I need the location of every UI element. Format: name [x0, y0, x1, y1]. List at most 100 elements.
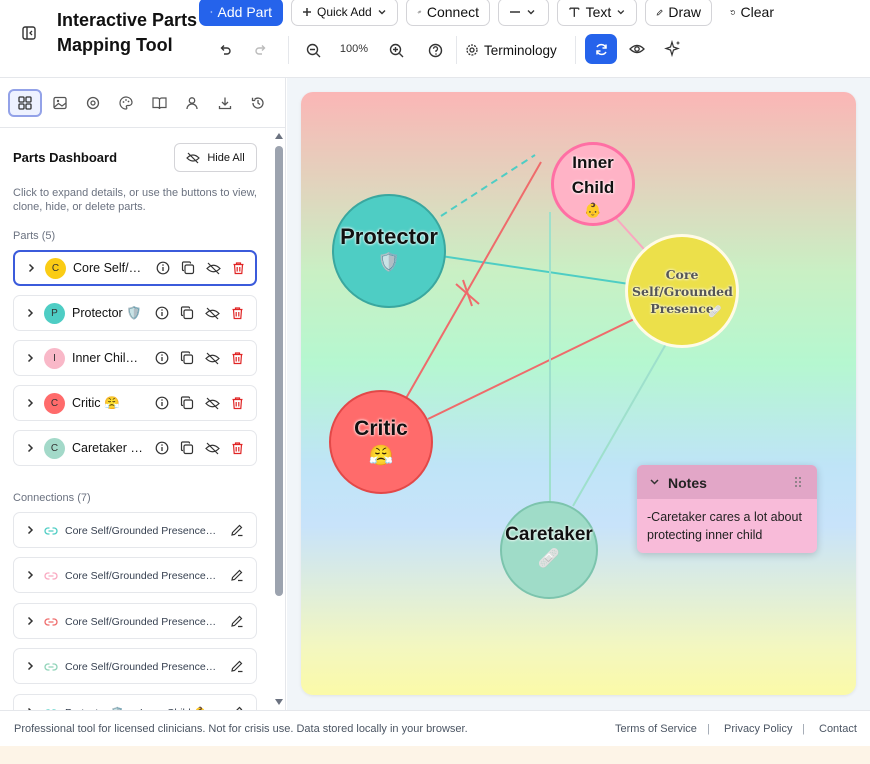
connection-list-item[interactable]: Core Self/Grounded Presence 🩹	[13, 512, 257, 548]
connection-caretaker-coreself[interactable]	[572, 336, 671, 507]
edit-icon[interactable]	[229, 613, 245, 629]
eye-off-icon[interactable]	[204, 440, 220, 456]
edit-icon[interactable]	[229, 658, 245, 674]
sidebar-toggle-icon[interactable]	[18, 23, 40, 43]
part-list-item[interactable]: C Caretaker 🩹	[13, 430, 257, 466]
part-node-inner-child[interactable]: Inner Child 👶	[551, 142, 635, 226]
terminology-button[interactable]: Terminology	[465, 37, 557, 63]
chevron-right-icon[interactable]	[22, 522, 38, 538]
chevron-down-icon[interactable]	[649, 477, 660, 487]
sidebar-scrollbar[interactable]	[272, 128, 285, 710]
sparkles-icon[interactable]	[660, 36, 686, 62]
sync-icon[interactable]	[585, 34, 617, 64]
clone-icon[interactable]	[179, 305, 195, 321]
chevron-right-icon[interactable]	[22, 567, 38, 583]
connection-list-item[interactable]: Core Self/Grounded Presence 🩹	[13, 557, 257, 593]
info-icon[interactable]	[154, 440, 170, 456]
chevron-right-icon[interactable]	[22, 658, 38, 674]
scroll-thumb[interactable]	[275, 146, 283, 596]
line-style-select[interactable]	[498, 0, 549, 26]
info-icon[interactable]	[154, 305, 170, 321]
link-icon	[43, 614, 59, 630]
chevron-right-icon[interactable]	[22, 305, 38, 321]
tab-images[interactable]	[43, 89, 77, 117]
part-list-item[interactable]: C Core Self/Grounded Presence	[13, 250, 257, 286]
trash-icon[interactable]	[230, 260, 246, 276]
edit-icon[interactable]	[229, 522, 245, 538]
chevron-right-icon[interactable]	[22, 395, 38, 411]
tab-client[interactable]	[175, 89, 209, 117]
tab-export[interactable]	[208, 89, 242, 117]
hide-all-button[interactable]: Hide All	[174, 143, 257, 172]
connection-label: Core Self/Grounded Presence 🩹	[65, 570, 218, 582]
clone-icon[interactable]	[179, 350, 195, 366]
trash-icon[interactable]	[229, 440, 245, 456]
trash-icon[interactable]	[229, 305, 245, 321]
tab-guide[interactable]	[142, 89, 176, 117]
contact-link[interactable]: Contact	[819, 723, 857, 735]
info-icon[interactable]	[154, 395, 170, 411]
eye-icon[interactable]	[624, 36, 650, 62]
part-node-caretaker[interactable]: Caretaker 🩹	[500, 501, 598, 599]
tab-palette[interactable]	[109, 89, 143, 117]
edit-icon[interactable]	[229, 567, 245, 583]
part-node-protector[interactable]: Protector 🛡️	[332, 194, 446, 308]
draw-button[interactable]: Draw	[645, 0, 712, 26]
connection-list-item[interactable]: Protector 🛡️ — Inner Child 👶	[13, 694, 257, 710]
chevron-right-icon[interactable]	[23, 260, 39, 276]
eye-off-icon[interactable]	[204, 305, 220, 321]
add-part-button[interactable]: Add Part	[199, 0, 283, 26]
connection-critic-innerchild[interactable]	[404, 161, 542, 401]
trash-icon[interactable]	[229, 350, 245, 366]
eye-off-icon[interactable]	[204, 395, 220, 411]
clone-icon[interactable]	[180, 260, 196, 276]
terms-link[interactable]: Terms of Service	[615, 723, 697, 735]
tab-history[interactable]	[241, 89, 275, 117]
eye-off-icon[interactable]	[204, 350, 220, 366]
drag-handle-icon[interactable]	[794, 476, 802, 488]
scroll-up-icon[interactable]	[274, 132, 284, 140]
clone-icon[interactable]	[179, 395, 195, 411]
connection-critic-coreself[interactable]	[427, 304, 664, 420]
info-icon[interactable]	[154, 350, 170, 366]
tab-targets[interactable]	[76, 89, 110, 117]
history-icon	[251, 97, 264, 109]
edit-icon[interactable]	[229, 704, 245, 710]
plus-icon	[210, 10, 213, 14]
connection-list-item[interactable]: Core Self/Grounded Presence 🩹	[13, 603, 257, 639]
part-node-core-self[interactable]: Core Self/Grounded Presence 🩹	[625, 234, 739, 348]
undo-icon[interactable]	[212, 37, 238, 63]
scroll-down-icon[interactable]	[274, 698, 284, 706]
connect-button[interactable]: Connect	[406, 0, 490, 26]
part-node-critic[interactable]: Critic 😤	[329, 390, 433, 494]
connection-protector-innerchild[interactable]	[440, 154, 536, 217]
tab-dashboard[interactable]	[8, 89, 42, 117]
eye-off-icon[interactable]	[205, 260, 221, 276]
part-list-item[interactable]: I Inner Child 👶	[13, 340, 257, 376]
redo-icon[interactable]	[248, 37, 274, 63]
quick-add-button[interactable]: Quick Add	[291, 0, 398, 26]
help-icon[interactable]	[422, 37, 448, 63]
notes-text[interactable]: -Caretaker cares a lot about protecting …	[647, 510, 802, 542]
user-icon	[186, 97, 198, 110]
zoom-in-icon[interactable]	[383, 37, 409, 63]
connection-label: Core Self/Grounded Presence 🩹	[65, 661, 218, 673]
text-button[interactable]: Text	[557, 0, 637, 26]
chevron-right-icon[interactable]	[22, 440, 38, 456]
notes-card[interactable]: Notes -Caretaker cares a lot about prote…	[637, 465, 817, 553]
privacy-link[interactable]: Privacy Policy	[724, 723, 793, 735]
part-list-item[interactable]: C Critic 😤	[13, 385, 257, 421]
chevron-right-icon[interactable]	[22, 350, 38, 366]
part-list-item[interactable]: P Protector 🛡️	[13, 295, 257, 331]
trash-icon[interactable]	[229, 395, 245, 411]
chevron-right-icon[interactable]	[22, 704, 38, 710]
chevron-right-icon[interactable]	[22, 613, 38, 629]
part-name: Core Self/Grounded Presence	[73, 261, 145, 275]
notes-header[interactable]: Notes	[637, 465, 817, 499]
info-icon[interactable]	[155, 260, 171, 276]
clear-button[interactable]: Clear	[719, 0, 785, 26]
parts-map-canvas[interactable]: Protector 🛡️ Inner Child 👶 Core Self/Gro…	[301, 92, 856, 695]
zoom-out-icon[interactable]	[300, 37, 326, 63]
clone-icon[interactable]	[179, 440, 195, 456]
connection-list-item[interactable]: Core Self/Grounded Presence 🩹	[13, 648, 257, 684]
